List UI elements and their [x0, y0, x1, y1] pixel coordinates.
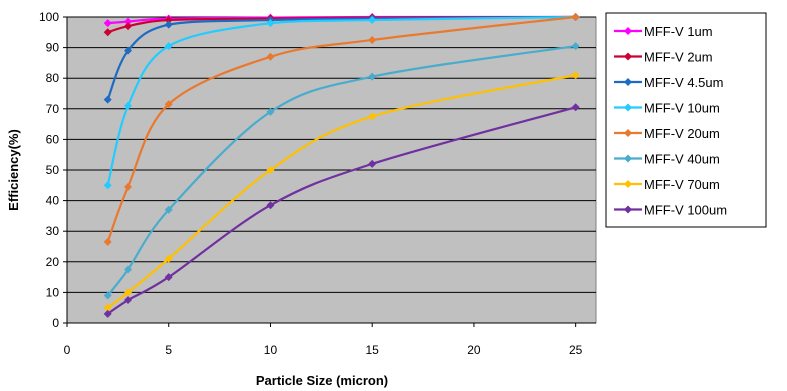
- legend-swatch-marker: [624, 154, 632, 163]
- legend-label: MFF-V 20um: [644, 126, 720, 141]
- legend-entry: MFF-V 100um: [614, 203, 727, 218]
- data-point: [103, 181, 112, 190]
- data-point: [103, 237, 112, 246]
- x-tick-label: 15: [366, 343, 380, 357]
- legend-swatch-marker: [624, 129, 632, 137]
- y-tick-label: 80: [46, 71, 60, 85]
- data-point: [368, 35, 377, 44]
- legend-entry: MFF-V 70um: [614, 177, 720, 192]
- data-point: [368, 16, 377, 25]
- y-tick-label: 100: [39, 10, 59, 24]
- legend-swatch-marker: [624, 205, 632, 214]
- y-tick-label: 40: [46, 194, 60, 208]
- legend-label: MFF-V 10um: [644, 101, 720, 116]
- legend-swatch-marker: [624, 180, 632, 188]
- y-tick-label: 70: [46, 102, 60, 116]
- data-point: [103, 19, 112, 28]
- data-point: [368, 112, 377, 121]
- series-5: [103, 13, 580, 246]
- data-point: [103, 309, 112, 318]
- y-tick-label: 0: [52, 316, 59, 330]
- data-point: [164, 273, 173, 282]
- data-point: [266, 107, 275, 116]
- x-tick-label: 0: [64, 343, 71, 357]
- data-point: [266, 52, 275, 61]
- y-tick-label: 50: [46, 163, 60, 177]
- data-point: [368, 72, 377, 81]
- series-8: [103, 103, 580, 318]
- legend-entry: MFF-V 20um: [614, 126, 720, 141]
- legend-swatch-marker: [624, 78, 632, 86]
- y-tick-label: 30: [46, 224, 60, 238]
- data-point: [124, 265, 133, 274]
- y-tick-label: 60: [46, 132, 60, 146]
- y-tick-label: 10: [46, 285, 60, 299]
- y-axis-title: Efficiency(%): [6, 129, 21, 211]
- x-tick-label: 20: [467, 343, 481, 357]
- data-point: [164, 42, 173, 51]
- data-point: [124, 288, 133, 297]
- legend-swatch-marker: [624, 27, 632, 35]
- data-point: [164, 20, 173, 29]
- data-point: [124, 17, 133, 26]
- legend-label: MFF-V 4.5um: [644, 75, 723, 90]
- data-point: [571, 13, 580, 21]
- data-point: [124, 101, 133, 110]
- x-axis-title: Particle Size (micron): [256, 373, 388, 388]
- data-point: [103, 95, 112, 104]
- legend-label: MFF-V 70um: [644, 177, 720, 192]
- data-point: [124, 182, 133, 191]
- legend-entry: MFF-V 10um: [614, 101, 720, 116]
- data-point: [103, 28, 112, 37]
- data-point: [124, 22, 133, 31]
- data-point: [266, 201, 275, 210]
- legend-entry: MFF-V 1um: [614, 24, 713, 39]
- data-point: [266, 19, 275, 28]
- legend-entry: MFF-V 2um: [614, 50, 713, 65]
- legend-entry: MFF-V 4.5um: [614, 75, 723, 90]
- x-tick-label: 25: [569, 343, 583, 357]
- data-point: [368, 159, 377, 168]
- legend-entry: MFF-V 40um: [614, 152, 720, 167]
- data-point: [571, 42, 580, 51]
- legend-label: MFF-V 2um: [644, 50, 713, 65]
- legend-swatch-marker: [624, 103, 632, 112]
- data-point: [124, 46, 133, 55]
- data-point: [103, 303, 112, 312]
- legend: MFF-V 1um MFF-V 2um MFF-V 4.5um MFF-V 10um M…: [605, 12, 767, 228]
- series-7: [103, 71, 580, 312]
- axes: 0 10 20 30 40 50 60 70 80 90 100 0 5 10 15 20 25: [39, 10, 596, 357]
- data-point: [103, 291, 112, 300]
- legend-label: MFF-V 1um: [644, 24, 713, 39]
- data-point: [164, 100, 173, 109]
- data-point: [164, 254, 173, 263]
- legend-box: [605, 12, 767, 228]
- data-point: [571, 103, 580, 112]
- x-tick-label: 10: [264, 343, 278, 357]
- plot-area: [66, 13, 597, 324]
- legend-label: MFF-V 40um: [644, 152, 720, 167]
- data-point: [571, 71, 580, 80]
- series-6: [103, 42, 580, 300]
- legend-label: MFF-V 100um: [644, 203, 727, 218]
- legend-swatch-marker: [624, 52, 632, 61]
- y-tick-label: 90: [46, 41, 60, 55]
- data-point: [164, 205, 173, 214]
- y-tick-label: 20: [46, 255, 60, 269]
- data-point: [266, 166, 275, 174]
- x-tick-label: 5: [165, 343, 172, 357]
- data-point: [164, 16, 173, 25]
- data-point: [124, 296, 133, 305]
